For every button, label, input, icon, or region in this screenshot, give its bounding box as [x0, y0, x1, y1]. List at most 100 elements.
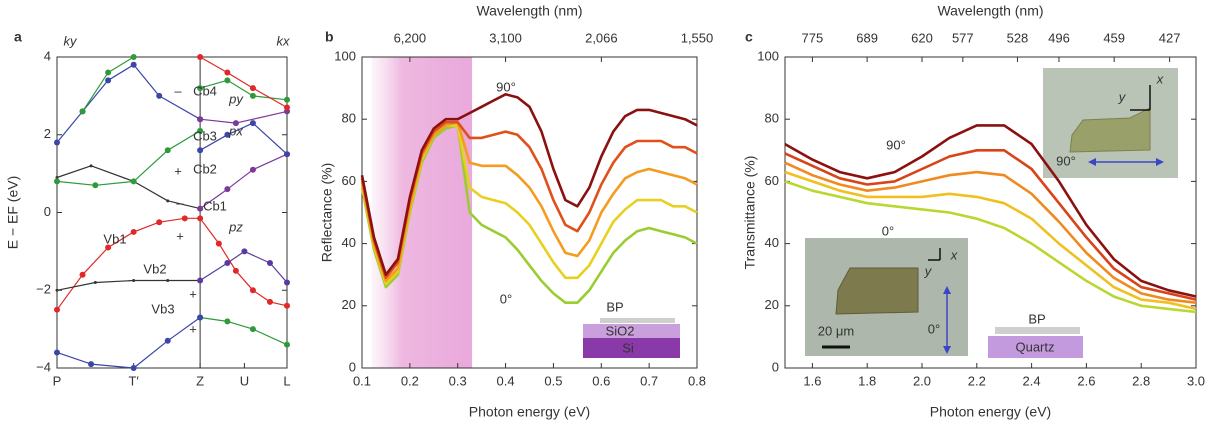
series-line — [200, 316, 288, 346]
annotation: Vb3 — [151, 301, 174, 316]
point — [54, 139, 60, 146]
point — [79, 271, 86, 278]
annotation: + — [189, 286, 197, 301]
point — [55, 288, 59, 292]
y-tick-label: 100 — [334, 48, 356, 63]
series-line — [56, 217, 288, 311]
point — [249, 85, 256, 92]
y-tick-label: 20 — [765, 297, 779, 312]
point — [224, 69, 231, 76]
point — [197, 147, 204, 154]
y-tick-label: 60 — [765, 173, 779, 188]
annotation: 20 μm — [818, 323, 854, 338]
x-tick-label: 0.8 — [688, 373, 706, 388]
annotation: py — [228, 91, 244, 106]
x2-tick-label: 1,550 — [681, 30, 714, 45]
annotation: + — [174, 163, 182, 178]
series-line — [784, 170, 1197, 311]
point — [88, 361, 95, 368]
x-tick-label: L — [283, 373, 290, 388]
y-tick-label: −4 — [36, 359, 51, 374]
y-tick-label: 80 — [342, 111, 356, 126]
point — [284, 279, 290, 286]
series-line — [199, 153, 288, 210]
panel-label: c — [745, 29, 753, 45]
photo-bottom — [805, 238, 968, 356]
x2-tick-label: 577 — [952, 30, 974, 45]
point — [55, 176, 59, 180]
point — [197, 85, 204, 92]
point — [266, 298, 273, 305]
point — [224, 131, 231, 138]
y-tick-label: 2 — [44, 126, 51, 141]
annotation: Quartz — [1015, 339, 1054, 354]
point — [266, 260, 273, 267]
x2-axis-label: Wavelength (nm) — [937, 3, 1043, 19]
point — [54, 306, 60, 313]
y-tick-label: 0 — [44, 204, 51, 219]
point — [54, 178, 60, 185]
annotation: pz — [228, 219, 243, 234]
x-tick-label: 2.8 — [1132, 373, 1150, 388]
x-tick-label: 0.7 — [640, 373, 658, 388]
panel-label: b — [325, 29, 334, 45]
series-line — [784, 161, 1197, 304]
point — [164, 337, 171, 344]
annotation: Cb3 — [193, 128, 217, 143]
x-tick-label: 0.2 — [401, 373, 419, 388]
series-line — [360, 93, 698, 276]
point — [249, 166, 256, 173]
point — [197, 215, 204, 222]
series-line — [200, 110, 288, 124]
annotation: 0° — [500, 291, 512, 306]
annotation: 90° — [886, 137, 906, 152]
x-tick-label: 0.4 — [497, 373, 515, 388]
point — [224, 318, 231, 325]
stack-inset-c — [988, 327, 1083, 358]
x2-tick-label: 775 — [802, 30, 824, 45]
series-line — [56, 317, 201, 369]
point — [130, 228, 137, 235]
point — [284, 104, 290, 111]
x2-tick-label: 459 — [1103, 30, 1125, 45]
x-tick-label: 2.2 — [968, 373, 986, 388]
y-tick-label: 40 — [342, 235, 356, 250]
y-axis-label: Transmittance (%) — [742, 156, 758, 270]
x2-tick-label: 3,100 — [489, 30, 522, 45]
y-axis-label: E − EF (eV) — [5, 176, 21, 250]
point — [130, 178, 137, 185]
x-tick-label: 3.0 — [1187, 373, 1205, 388]
point — [166, 199, 170, 203]
point — [164, 147, 171, 154]
annotation: ky — [64, 33, 79, 48]
x-tick-label: 1.6 — [803, 373, 821, 388]
y-axis-label: Reflectance (%) — [319, 163, 335, 263]
point — [105, 69, 112, 76]
panel: 0 20 40 60 80 100 0.1 0.2 0.3 0.4 0.5 0.6 0.7 0.8 6,20… — [319, 3, 714, 420]
series-line — [199, 122, 288, 155]
si-layer — [583, 338, 680, 358]
y-tick-label: 0 — [349, 359, 356, 374]
x-tick-label: U — [240, 373, 249, 388]
point — [132, 279, 136, 283]
x2-axis-label: Wavelength (nm) — [476, 3, 582, 19]
point — [89, 164, 93, 168]
shaded-region — [371, 57, 473, 368]
point — [232, 267, 239, 274]
annotation: y — [924, 263, 933, 278]
annotation: Vb2 — [143, 261, 166, 276]
bp-layer — [600, 318, 675, 323]
y-tick-label: 0 — [772, 359, 779, 374]
point — [197, 314, 204, 321]
point — [215, 240, 222, 247]
point — [197, 205, 204, 212]
point — [232, 120, 239, 127]
point — [156, 92, 163, 99]
annotation: kx — [277, 33, 291, 48]
x-tick-label: T′ — [128, 373, 139, 388]
point — [249, 120, 256, 127]
stack-inset-b — [583, 318, 680, 358]
point — [197, 116, 204, 123]
annotation: Si — [622, 340, 634, 355]
x-axis-label: Photon energy (eV) — [930, 404, 1051, 420]
